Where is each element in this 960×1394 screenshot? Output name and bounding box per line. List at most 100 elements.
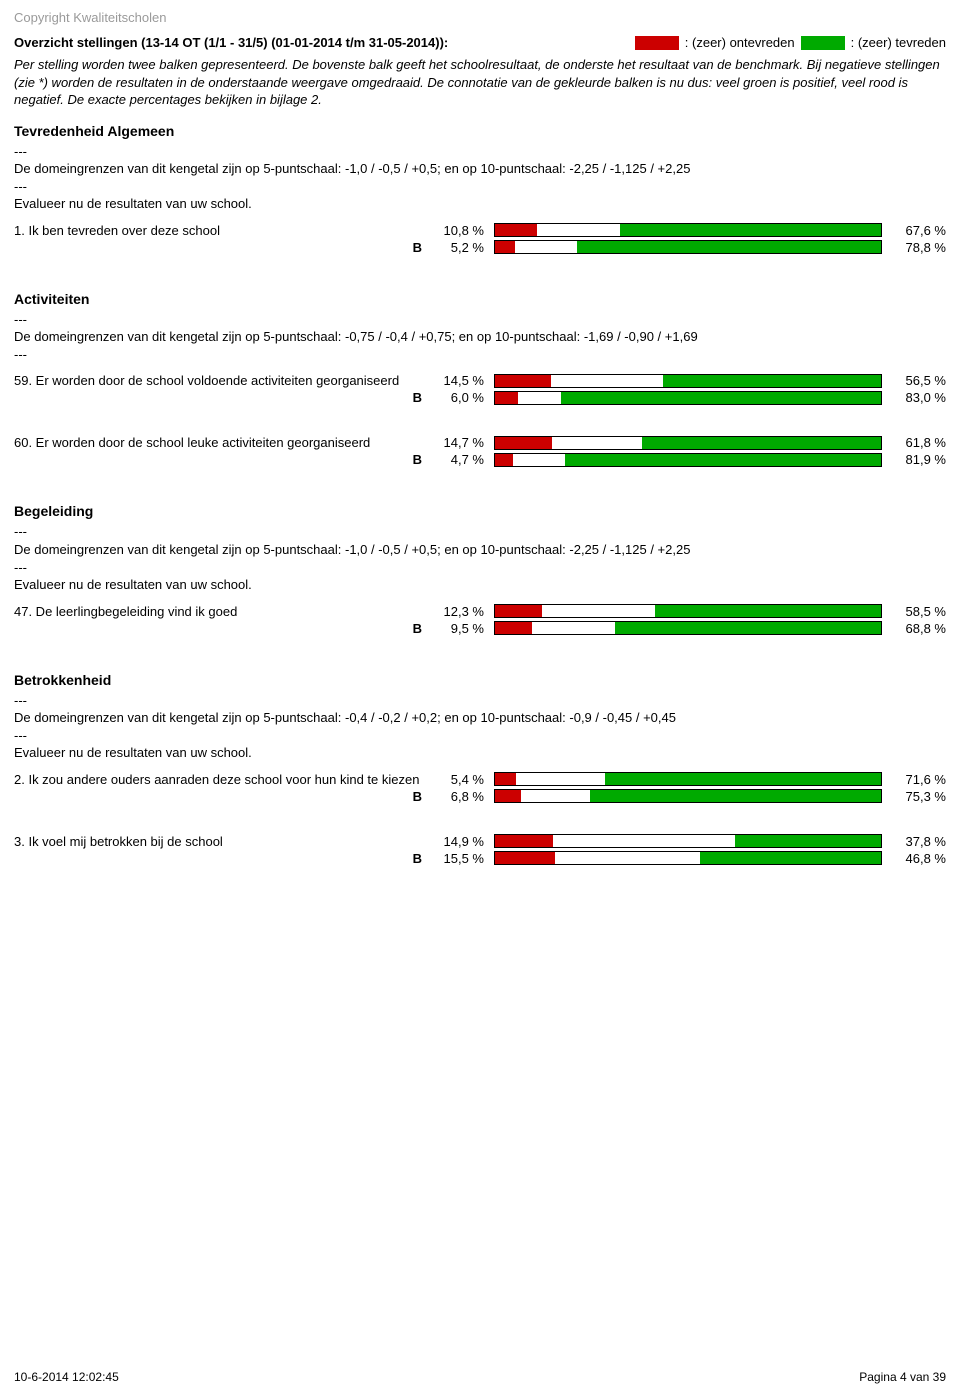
page-title: Overzicht stellingen (13-14 OT (1/1 - 31… <box>14 35 448 50</box>
bar-wrap <box>490 851 886 865</box>
bar-seg-green <box>605 773 881 785</box>
bar <box>494 453 882 467</box>
bar <box>494 604 882 618</box>
legend-pos-label: : (zeer) tevreden <box>851 35 946 50</box>
pct-negative: 10,8 % <box>434 223 490 238</box>
stelling-label: 47. De leerlingbegeleiding vind ik goed <box>14 604 434 619</box>
bar-seg-green <box>590 790 881 802</box>
bar <box>494 621 882 635</box>
bar-seg-green <box>663 375 881 387</box>
section: Betrokkenheid--- De domeingrenzen van di… <box>14 672 946 866</box>
benchmark-label: B <box>14 452 434 467</box>
pct-negative: 5,2 % <box>434 240 490 255</box>
benchmark-label: B <box>14 390 434 405</box>
stelling-row: 1. Ik ben tevreden over deze school10,8 … <box>14 223 946 238</box>
bar-seg-red <box>495 622 532 634</box>
bar-seg-green <box>565 454 881 466</box>
bar-seg-gap <box>553 835 736 847</box>
stelling-row: B6,0 %83,0 % <box>14 390 946 405</box>
bar-seg-red <box>495 392 518 404</box>
stelling-label: 3. Ik voel mij betrokken bij de school <box>14 834 434 849</box>
legend: : (zeer) ontevreden : (zeer) tevreden <box>633 35 946 50</box>
pct-negative: 4,7 % <box>434 452 490 467</box>
pct-negative: 14,7 % <box>434 435 490 450</box>
pct-negative: 5,4 % <box>434 772 490 787</box>
stelling-row: B5,2 % 78,8 % <box>14 240 946 255</box>
stelling-item: 1. Ik ben tevreden over deze school10,8 … <box>14 223 946 255</box>
benchmark-label: B <box>14 240 434 255</box>
bar-wrap <box>490 453 886 467</box>
bar-seg-green <box>615 622 881 634</box>
bar-wrap <box>490 604 886 618</box>
pct-positive: 71,6 % <box>886 772 946 787</box>
bar-seg-green <box>735 835 881 847</box>
bar-seg-gap <box>532 622 616 634</box>
stelling-row: 47. De leerlingbegeleiding vind ik goed1… <box>14 604 946 619</box>
section-desc: --- De domeingrenzen van dit kengetal zi… <box>14 311 946 364</box>
section: Begeleiding--- De domeingrenzen van dit … <box>14 503 946 635</box>
stelling-row: B4,7 % 81,9 % <box>14 452 946 467</box>
section-title: Tevredenheid Algemeen <box>14 123 946 139</box>
bar-wrap <box>490 789 886 803</box>
stelling-row: 59. Er worden door de school voldoende a… <box>14 373 946 388</box>
section-desc: --- De domeingrenzen van dit kengetal zi… <box>14 143 946 213</box>
bar-seg-red <box>495 835 553 847</box>
stelling-row: B6,8 % 75,3 % <box>14 789 946 804</box>
pct-negative: 6,8 % <box>434 789 490 804</box>
stelling-row: 3. Ik voel mij betrokken bij de school14… <box>14 834 946 849</box>
bar <box>494 834 882 848</box>
bar-wrap <box>490 772 886 786</box>
bar-seg-gap <box>537 224 620 236</box>
pct-positive: 83,0 % <box>886 390 946 405</box>
stelling-label: 2. Ik zou andere ouders aanraden deze sc… <box>14 772 434 787</box>
stelling-item: 2. Ik zou andere ouders aanraden deze sc… <box>14 772 946 804</box>
footer-page-number: Pagina 4 van 39 <box>859 1370 946 1384</box>
bar-seg-red <box>495 375 551 387</box>
stelling-label: 1. Ik ben tevreden over deze school <box>14 223 434 238</box>
legend-swatch-green <box>801 36 845 50</box>
stelling-row: 60. Er worden door de school leuke activ… <box>14 435 946 450</box>
section-title: Betrokkenheid <box>14 672 946 688</box>
section-title: Begeleiding <box>14 503 946 519</box>
bar-seg-gap <box>551 375 663 387</box>
stelling-item: 59. Er worden door de school voldoende a… <box>14 373 946 405</box>
bar-seg-red <box>495 437 552 449</box>
bar-wrap <box>490 223 886 237</box>
pct-positive: 37,8 % <box>886 834 946 849</box>
stelling-row: 2. Ik zou andere ouders aanraden deze sc… <box>14 772 946 787</box>
bar-wrap <box>490 374 886 388</box>
bar-seg-red <box>495 773 516 785</box>
pct-positive: 81,9 % <box>886 452 946 467</box>
benchmark-label: B <box>14 789 434 804</box>
bar <box>494 851 882 865</box>
intro-text: Per stelling worden twee balken gepresen… <box>14 56 946 109</box>
section: Tevredenheid Algemeen --- De domeingrenze… <box>14 123 946 255</box>
bar-seg-green <box>561 392 881 404</box>
bar-wrap <box>490 436 886 450</box>
page: Copyright Kwaliteitscholen Overzicht ste… <box>0 0 960 1394</box>
pct-positive: 68,8 % <box>886 621 946 636</box>
bar-seg-gap <box>513 454 565 466</box>
pct-negative: 14,9 % <box>434 834 490 849</box>
pct-positive: 78,8 % <box>886 240 946 255</box>
pct-negative: 14,5 % <box>434 373 490 388</box>
bar <box>494 789 882 803</box>
bar-wrap <box>490 240 886 254</box>
footer-timestamp: 10-6-2014 12:02:45 <box>14 1370 119 1384</box>
benchmark-label: B <box>14 621 434 636</box>
bar-seg-green <box>700 852 881 864</box>
bar-wrap <box>490 834 886 848</box>
pct-positive: 56,5 % <box>886 373 946 388</box>
section-title: Activiteiten <box>14 291 946 307</box>
stelling-item: 47. De leerlingbegeleiding vind ik goed1… <box>14 604 946 636</box>
pct-positive: 46,8 % <box>886 851 946 866</box>
sections-root: Tevredenheid Algemeen --- De domeingrenze… <box>14 123 946 866</box>
bar-seg-gap <box>518 392 560 404</box>
pct-positive: 75,3 % <box>886 789 946 804</box>
bar-seg-green <box>620 224 881 236</box>
bar-wrap <box>490 621 886 635</box>
pct-negative: 15,5 % <box>434 851 490 866</box>
pct-negative: 12,3 % <box>434 604 490 619</box>
bar <box>494 391 882 405</box>
bar-seg-red <box>495 852 555 864</box>
